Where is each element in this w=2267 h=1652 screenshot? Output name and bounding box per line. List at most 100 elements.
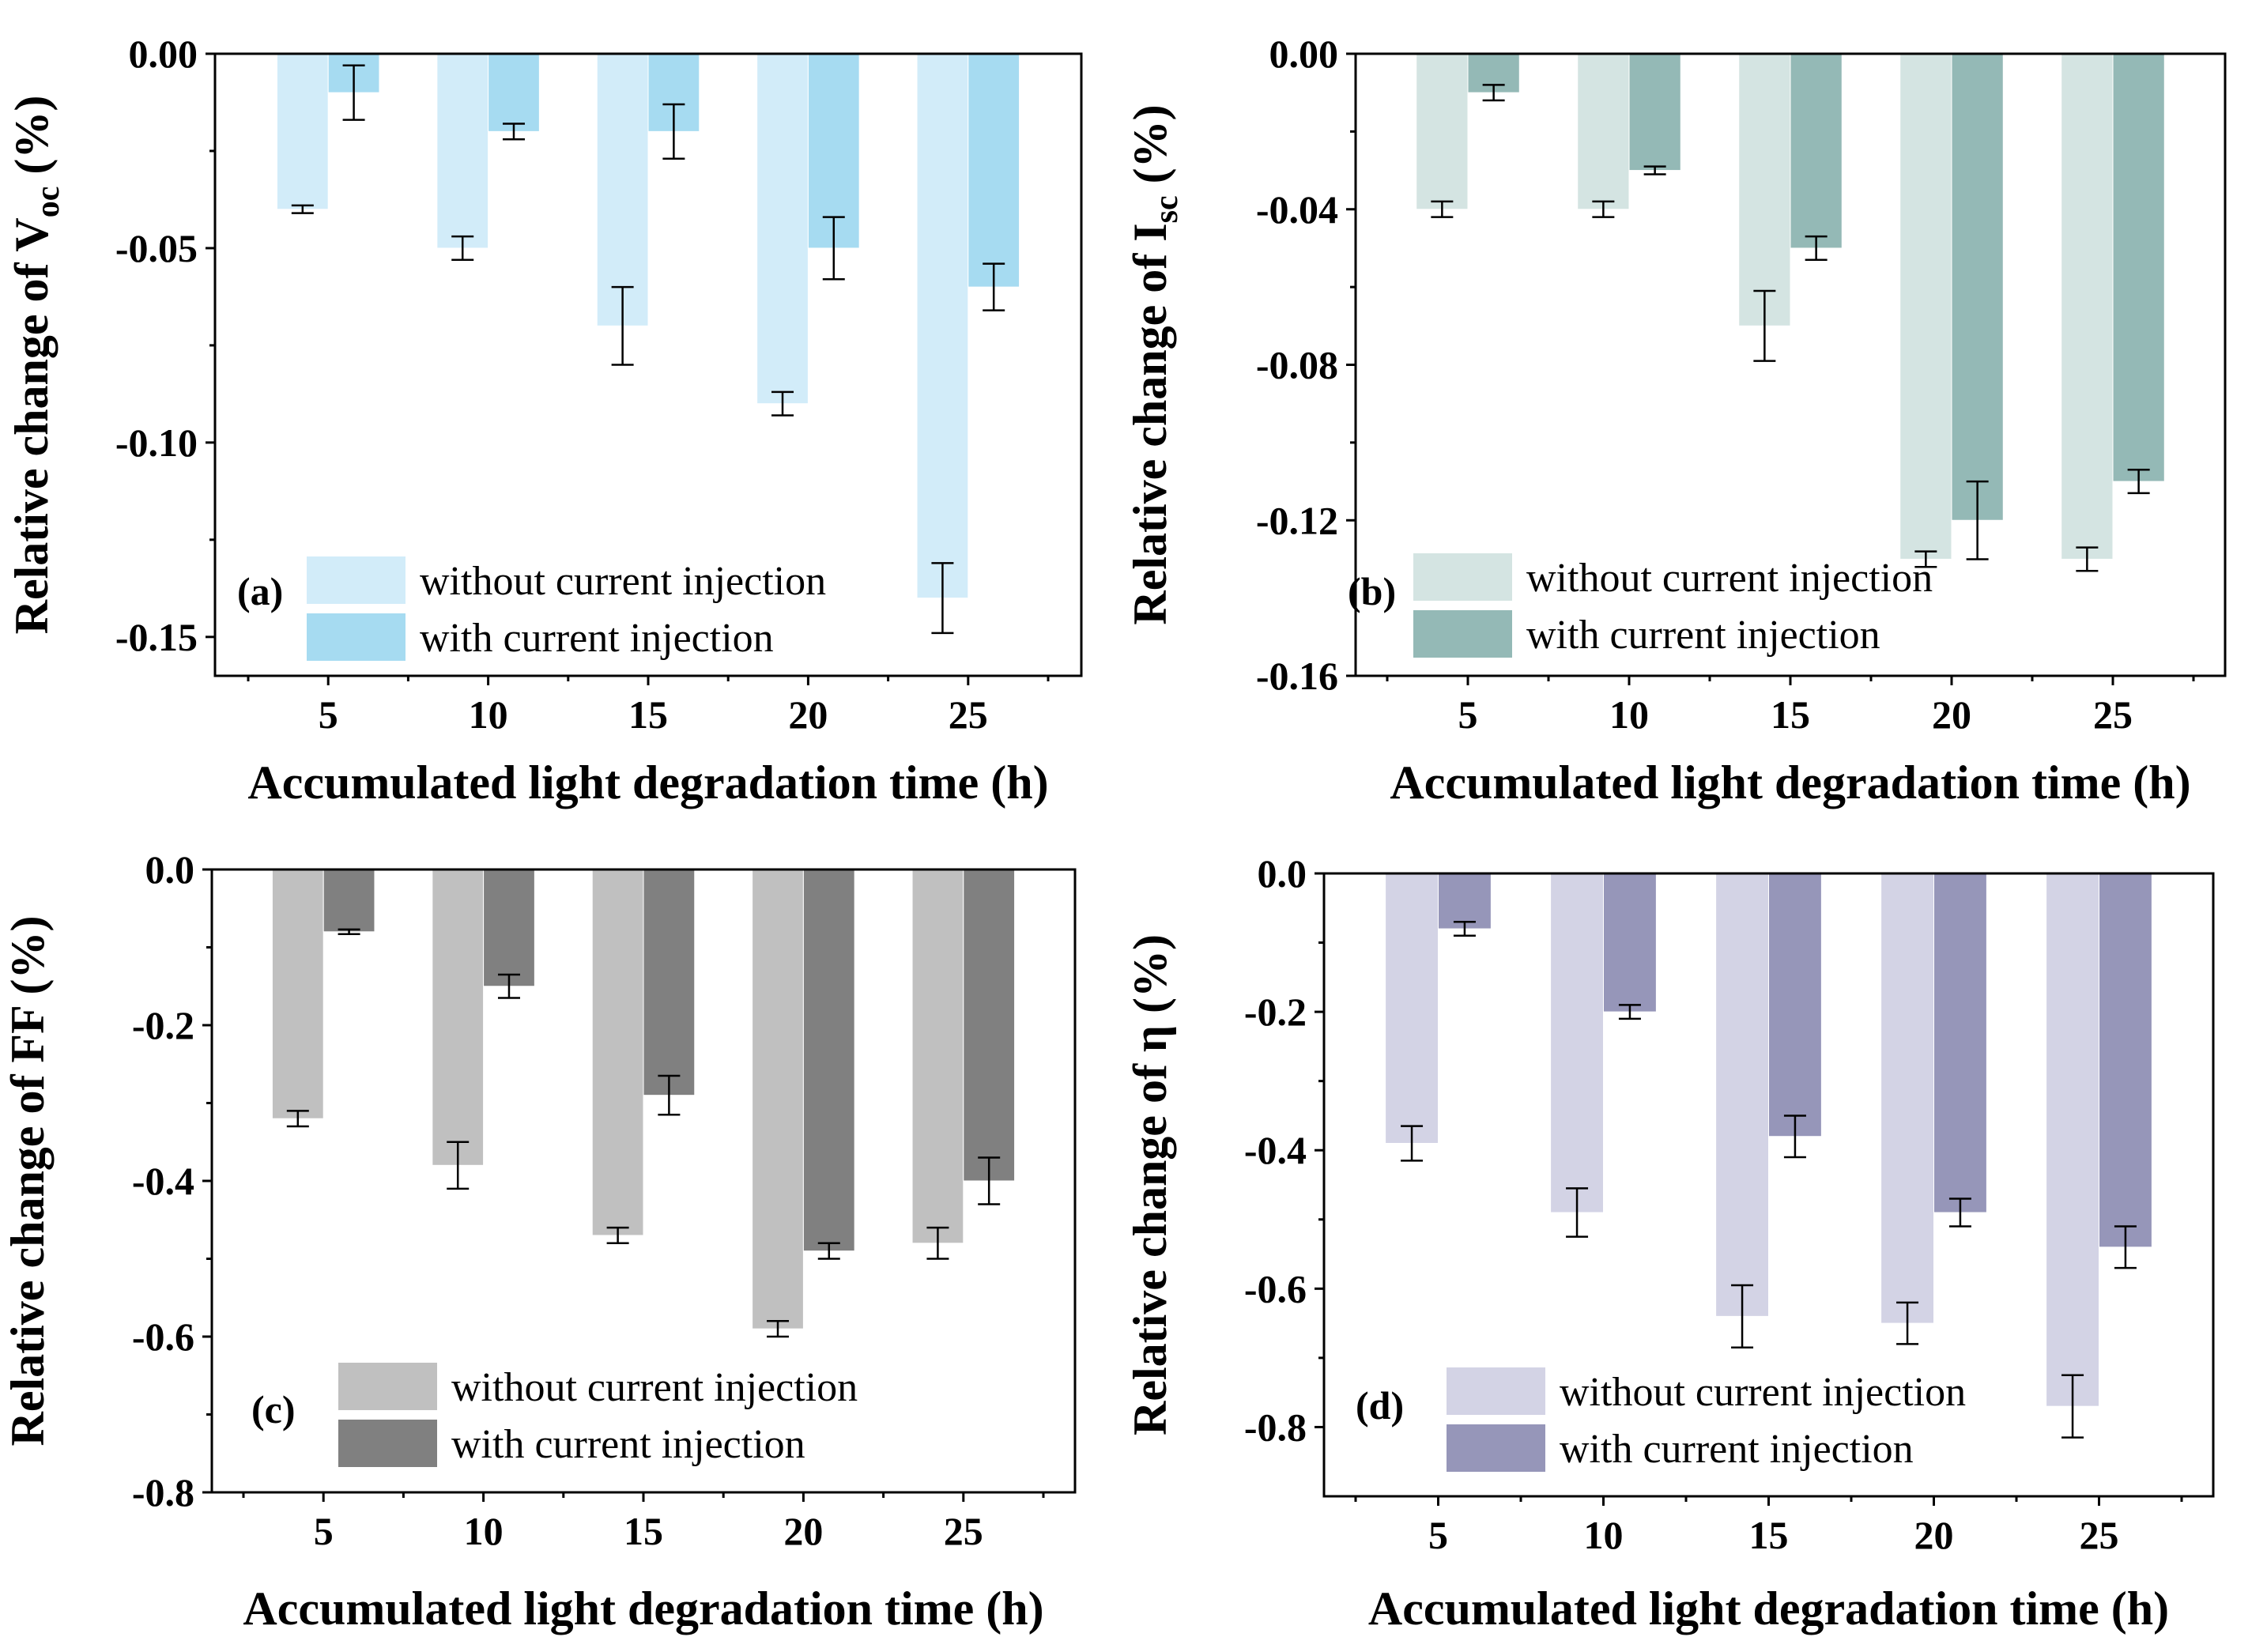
bar-with-10 <box>1628 53 1681 172</box>
x-tick-label: 10 <box>1609 692 1649 737</box>
y-axis-title: Relative change of FF (%) <box>2 916 54 1446</box>
y-tick-label: -0.16 <box>1256 654 1338 698</box>
x-axis-title: Accumulated light degradation time (h) <box>1368 1582 2169 1635</box>
y-tick-label: -0.4 <box>132 1159 194 1203</box>
x-tick-label: 15 <box>1771 692 1810 737</box>
bar-without-20 <box>756 53 809 405</box>
chart-panel-3: 0.0 -0.2 -0.4 -0.6 -0.8 5 10 15 20 25 Accumulated … <box>2 847 1077 1635</box>
legend-swatch-with <box>338 1420 437 1467</box>
chart-panel-1: 0.00 -0.05 -0.10 -0.15 5 10 15 20 25 Accumulated … <box>6 32 1083 809</box>
x-tick-label: 15 <box>628 692 668 737</box>
chart-panel-2: 0.00 -0.04 -0.08 -0.12 -0.16 5 10 15 20 25 Accumul… <box>1124 32 2227 809</box>
y-axis-title-subscript: sc <box>1149 195 1185 223</box>
bar-without-5 <box>276 53 329 210</box>
legend-label-with: with current injection <box>1560 1427 1914 1472</box>
x-tick-label: 20 <box>1932 692 1971 737</box>
y-axis-title: Relative change of η (%) <box>1124 934 1176 1435</box>
bar-with-5 <box>323 869 375 933</box>
bar-without-5 <box>1385 873 1439 1144</box>
bar-with-20 <box>1951 53 2004 521</box>
legend-swatch-with <box>307 613 405 661</box>
y-tick-label: -0.05 <box>115 226 198 270</box>
y-axis-title-main: Relative change of V <box>6 217 58 634</box>
bar-without-15 <box>596 53 649 326</box>
x-tick-label: 5 <box>1458 692 1478 737</box>
y-tick-label: -0.8 <box>132 1470 194 1514</box>
bar-without-10 <box>1577 53 1630 210</box>
legend-label-with: with current injection <box>420 616 774 661</box>
x-tick-label: 10 <box>464 1509 504 1553</box>
y-axis-title-main: Relative change of FF (%) <box>2 916 54 1446</box>
bar-without-10 <box>436 53 489 249</box>
x-tick-label: 25 <box>944 1509 983 1553</box>
legend-swatch-without <box>1413 553 1512 601</box>
bar-with-25 <box>2112 53 2165 482</box>
x-tick-label: 20 <box>1914 1513 1954 1557</box>
y-axis-title-unit: (%) <box>6 96 58 187</box>
bar-with-25 <box>2099 873 2152 1248</box>
bar-without-5 <box>1416 53 1469 210</box>
legend-label-without: without current injection <box>1560 1370 1966 1415</box>
y-tick-label: -0.6 <box>1244 1266 1307 1311</box>
bar-with-10 <box>488 53 540 132</box>
legend-swatch-with <box>1413 610 1512 658</box>
bar-without-10 <box>432 869 485 1166</box>
bar-without-15 <box>591 869 644 1236</box>
x-tick-label: 20 <box>788 692 828 737</box>
x-tick-label: 20 <box>783 1509 823 1553</box>
bar-without-20 <box>1899 53 1952 560</box>
bar-with-15 <box>1790 53 1843 249</box>
y-tick-label: -0.2 <box>1244 990 1307 1034</box>
y-tick-label: 0.00 <box>1269 32 1339 76</box>
bar-without-25 <box>2046 873 2100 1407</box>
legend-label-with: with current injection <box>1526 613 1880 658</box>
x-tick-label: 15 <box>1749 1513 1789 1557</box>
bar-with-20 <box>802 869 855 1252</box>
panel-label: (b) <box>1348 569 1396 613</box>
legend-label-without: without current injection <box>420 559 826 604</box>
bar-without-25 <box>916 53 969 599</box>
x-tick-label: 15 <box>624 1509 663 1553</box>
x-tick-label: 5 <box>1428 1513 1448 1557</box>
y-tick-label: 0.0 <box>1258 851 1307 896</box>
y-tick-label: -0.2 <box>132 1003 194 1047</box>
x-tick-label: 5 <box>314 1509 334 1553</box>
y-tick-label: 0.0 <box>145 847 195 892</box>
legend-swatch-without <box>338 1363 437 1410</box>
bar-with-25 <box>968 53 1020 288</box>
bar-without-25 <box>2061 53 2114 560</box>
bar-without-25 <box>911 869 964 1244</box>
y-tick-label: 0.00 <box>129 32 198 76</box>
bar-with-15 <box>1768 873 1822 1137</box>
x-tick-label: 10 <box>1584 1513 1624 1557</box>
bar-without-15 <box>1738 53 1791 326</box>
y-tick-label: -0.6 <box>132 1314 194 1359</box>
x-tick-label: 10 <box>469 692 508 737</box>
x-axis-title: Accumulated light degradation time (h) <box>247 756 1048 809</box>
y-axis-title: Relative change of Voc (%) <box>6 96 66 635</box>
legend-label-without: without current injection <box>1526 556 1933 601</box>
y-tick-label: -0.15 <box>115 615 198 659</box>
bar-with-10 <box>1603 873 1657 1013</box>
bar-with-10 <box>483 869 535 987</box>
y-tick-label: -0.08 <box>1256 343 1338 387</box>
y-tick-label: -0.4 <box>1244 1128 1307 1172</box>
x-tick-label: 25 <box>2093 692 2133 737</box>
x-axis-title: Accumulated light degradation time (h) <box>1390 756 2190 809</box>
y-axis-title-subscript: oc <box>30 187 66 218</box>
bar-without-15 <box>1715 873 1770 1317</box>
bar-with-25 <box>963 869 1016 1182</box>
panel-label: (d) <box>1356 1383 1404 1428</box>
x-axis-title: Accumulated light degradation time (h) <box>243 1582 1043 1635</box>
y-axis-title: Relative change of Isc (%) <box>1124 104 1185 624</box>
bar-without-20 <box>752 869 804 1330</box>
bar-with-5 <box>1438 873 1492 930</box>
x-tick-label: 25 <box>2080 1513 2119 1557</box>
x-tick-label: 25 <box>949 692 988 737</box>
y-tick-label: -0.12 <box>1256 498 1338 542</box>
y-axis-title-main: Relative change of I <box>1124 223 1176 624</box>
bar-without-10 <box>1550 873 1604 1213</box>
y-axis-title-unit: (%) <box>1124 104 1176 195</box>
y-axis-title-main: Relative change of η (%) <box>1124 934 1176 1435</box>
